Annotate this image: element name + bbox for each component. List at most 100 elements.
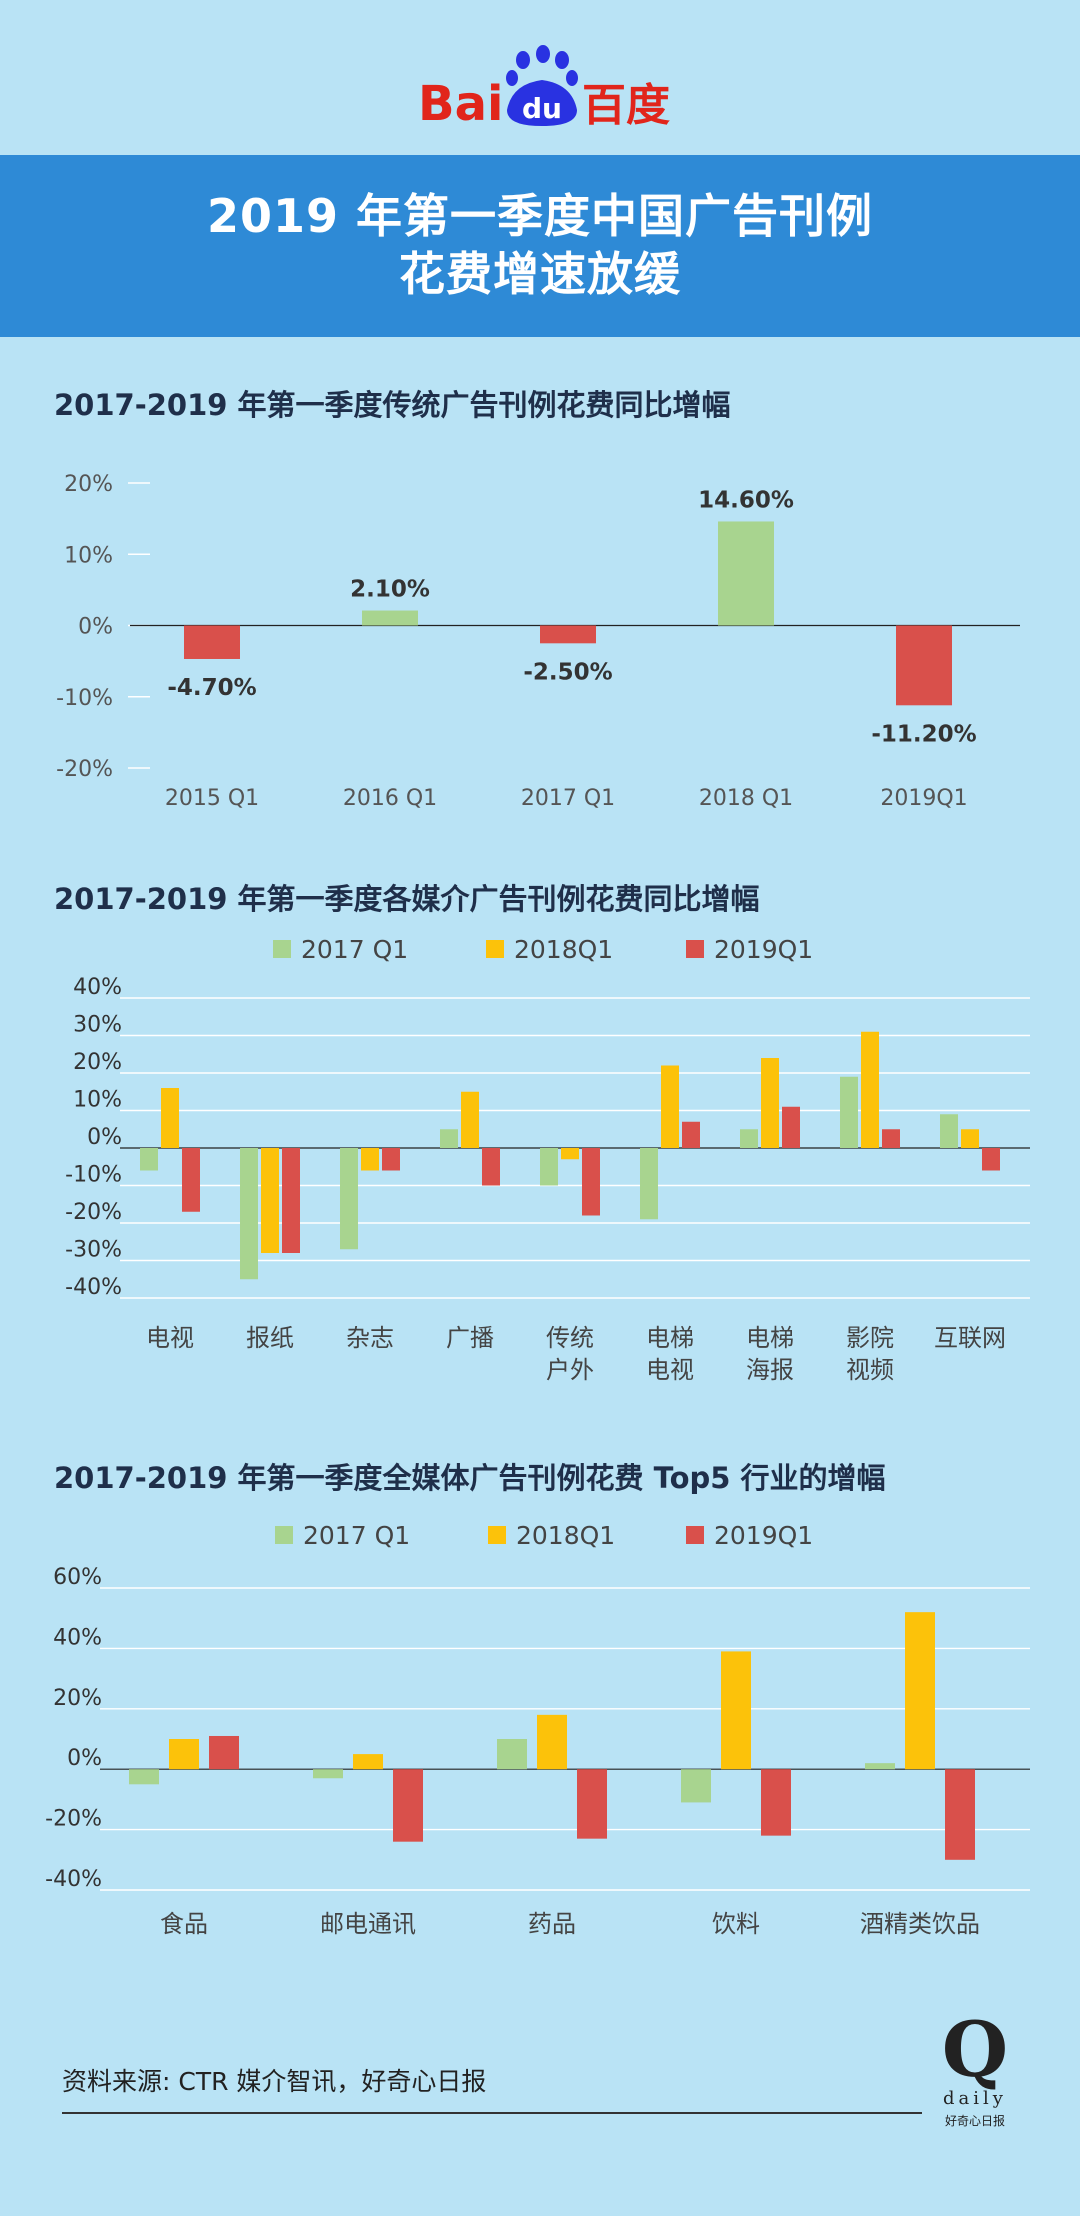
logo-du-text: du xyxy=(522,92,562,125)
data-label: -11.20% xyxy=(871,721,976,747)
chart2-media-growth: 2017 Q1 2018Q1 2019Q1 40% 30% 20% 10% 0% -10% -20… xyxy=(65,935,1030,1384)
bar-2019Q1-3 xyxy=(577,1769,607,1839)
bar-2017Q1-1 xyxy=(129,1769,159,1785)
y-tick-label: -20% xyxy=(56,757,113,782)
bar-2018Q1-4 xyxy=(461,1091,479,1148)
y-tick-label: -30% xyxy=(65,1238,122,1263)
bar-2017Q1-1 xyxy=(140,1148,158,1171)
x-tick-label: 药品 xyxy=(528,1910,576,1938)
bar-2019Q1-8 xyxy=(882,1129,900,1148)
y-tick-label: 20% xyxy=(53,1686,102,1711)
x-tick-label: 报纸 xyxy=(246,1324,294,1352)
x-tick-label: 2018 Q1 xyxy=(699,786,793,811)
bar-2019Q1-7 xyxy=(782,1106,800,1148)
y-tick-label: 60% xyxy=(53,1565,102,1590)
bar-2018Q1-6 xyxy=(661,1065,679,1148)
bar-2019Q1-6 xyxy=(682,1121,700,1148)
legend-label: 2019Q1 xyxy=(714,1521,813,1550)
x-tick-label: 电视 xyxy=(646,1356,694,1384)
bar-2019Q1-1 xyxy=(209,1735,239,1770)
legend-swatch xyxy=(686,940,704,958)
title-line-1: 2019 年第一季度中国广告刊例 xyxy=(206,189,874,243)
x-tick-label: 2015 Q1 xyxy=(165,786,259,811)
x-tick-label: 视频 xyxy=(846,1356,894,1384)
y-tick-label: 20% xyxy=(73,1050,122,1075)
bar-2017Q1-7 xyxy=(740,1129,758,1148)
x-tick-label: 邮电通讯 xyxy=(320,1910,416,1938)
legend-swatch xyxy=(275,1526,293,1544)
bar-2018Q1-1 xyxy=(169,1739,199,1770)
y-tick-label: 20% xyxy=(64,472,113,497)
x-tick-label: 2016 Q1 xyxy=(343,786,437,811)
bar-2018Q1-9 xyxy=(961,1129,979,1148)
bar-4 xyxy=(718,521,774,626)
bar-2018Q1-4 xyxy=(721,1651,751,1770)
baidu-logo: Bai du 百度 xyxy=(0,40,1080,140)
y-tick-label: -40% xyxy=(65,1275,122,1300)
paw-icon xyxy=(506,45,578,126)
bar-2019Q1-1 xyxy=(182,1148,200,1212)
bar-2017Q1-4 xyxy=(681,1769,711,1803)
x-tick-label: 广播 xyxy=(446,1324,494,1352)
bar-2017Q1-2 xyxy=(313,1769,343,1779)
x-tick-label: 杂志 xyxy=(346,1324,394,1352)
bar-2017Q1-3 xyxy=(497,1739,527,1770)
legend-label: 2018Q1 xyxy=(514,935,613,964)
footer-divider xyxy=(62,2112,922,2114)
x-tick-label: 电梯 xyxy=(746,1324,794,1352)
qdaily-logo: Q daily 好奇心日报 xyxy=(940,2010,1010,2129)
x-tick-label: 饮料 xyxy=(712,1910,760,1938)
legend-swatch xyxy=(486,940,504,958)
bar-2019Q1-2 xyxy=(393,1769,423,1842)
x-tick-label: 影院 xyxy=(846,1324,894,1352)
data-label: -4.70% xyxy=(167,675,256,701)
bar-2017Q1-2 xyxy=(240,1148,258,1280)
x-tick-label: 海报 xyxy=(746,1356,794,1384)
y-tick-label: -10% xyxy=(65,1163,122,1188)
y-tick-label: -10% xyxy=(56,686,113,711)
bar-2019Q1-4 xyxy=(482,1148,500,1186)
x-tick-label: 互联网 xyxy=(934,1324,1006,1352)
title-banner: 2019 年第一季度中国广告刊例 花费增速放缓 xyxy=(0,155,1080,337)
chart1-traditional-growth: 20% 10% 0% -10% -20% -4.70% 2015 Q1 2.10% 2016 Q… xyxy=(56,472,1020,811)
x-tick-label: 2019Q1 xyxy=(880,786,967,811)
x-tick-label: 户外 xyxy=(546,1356,594,1384)
bar-2017Q1-4 xyxy=(440,1129,458,1148)
qdaily-wordmark: daily xyxy=(943,2088,1007,2109)
legend-swatch xyxy=(273,940,291,958)
title-line-2: 花费增速放缓 xyxy=(399,247,681,301)
x-tick-label: 电视 xyxy=(146,1324,194,1352)
y-tick-label: 40% xyxy=(53,1625,102,1650)
bar-2018Q1-5 xyxy=(561,1148,579,1160)
chart3-title: 2017-2019 年第一季度全媒体广告刊例花费 Top5 行业的增幅 xyxy=(54,1461,886,1495)
bar-1 xyxy=(184,625,240,659)
qdaily-q-mark: Q xyxy=(941,2005,1009,2094)
y-tick-label: 0% xyxy=(87,1125,122,1150)
chart2-title: 2017-2019 年第一季度各媒介广告刊例花费同比增幅 xyxy=(54,882,760,916)
bar-3 xyxy=(540,625,596,644)
x-tick-label: 传统 xyxy=(546,1324,594,1352)
bar-2017Q1-9 xyxy=(940,1114,958,1148)
bar-2 xyxy=(362,610,418,626)
baidu-logo-graphic: Bai du 百度 xyxy=(418,45,670,132)
data-label: -2.50% xyxy=(523,659,612,685)
bar-2019Q1-4 xyxy=(761,1769,791,1836)
bar-2018Q1-1 xyxy=(161,1088,179,1148)
bar-2017Q1-8 xyxy=(840,1076,858,1148)
bar-2017Q1-5 xyxy=(865,1763,895,1770)
y-tick-label: 0% xyxy=(78,615,113,640)
y-tick-label: 30% xyxy=(73,1013,122,1038)
bar-5 xyxy=(896,625,952,706)
legend-swatch xyxy=(686,1526,704,1544)
chart3-top5-industries: 2017 Q1 2018Q1 2019Q1 60% 40% 20% 0% -20% -40% 食品… xyxy=(45,1521,1030,1938)
bar-2019Q1-3 xyxy=(382,1148,400,1171)
y-tick-label: 40% xyxy=(73,975,122,1000)
y-tick-label: 0% xyxy=(67,1746,102,1771)
qdaily-cn-name: 好奇心日报 xyxy=(944,2114,1005,2128)
legend-swatch xyxy=(488,1526,506,1544)
legend-label: 2017 Q1 xyxy=(303,1521,410,1550)
data-label: 2.10% xyxy=(350,577,430,603)
legend-label: 2018Q1 xyxy=(516,1521,615,1550)
bar-2018Q1-3 xyxy=(361,1148,379,1171)
bar-2017Q1-3 xyxy=(340,1148,358,1250)
